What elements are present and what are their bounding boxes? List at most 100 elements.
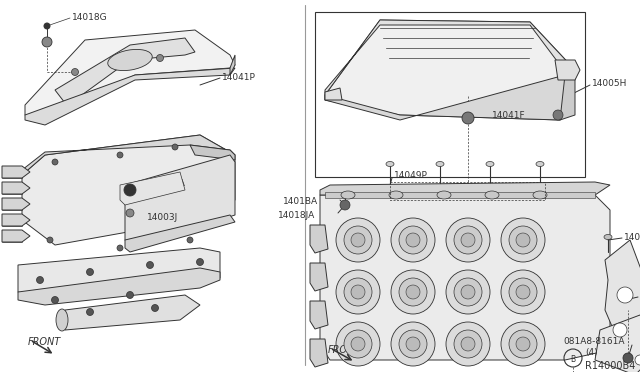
Text: 14018JA: 14018JA — [278, 211, 315, 219]
Text: 14049P: 14049P — [394, 171, 428, 180]
Circle shape — [446, 270, 490, 314]
Text: 081A8-8161A: 081A8-8161A — [563, 337, 625, 346]
Bar — [315, 12, 585, 177]
Circle shape — [147, 262, 154, 269]
Polygon shape — [325, 20, 575, 95]
Circle shape — [152, 305, 159, 311]
Circle shape — [344, 226, 372, 254]
Circle shape — [391, 218, 435, 262]
Bar — [325, 192, 595, 198]
Circle shape — [36, 276, 44, 283]
Polygon shape — [65, 295, 200, 330]
Circle shape — [42, 37, 52, 47]
Circle shape — [509, 330, 537, 358]
Text: FRONT: FRONT — [328, 345, 361, 355]
Polygon shape — [2, 166, 30, 178]
Ellipse shape — [604, 234, 612, 240]
Text: 14041FA: 14041FA — [147, 180, 186, 189]
Ellipse shape — [108, 49, 152, 71]
Circle shape — [613, 323, 627, 337]
Text: 14003J: 14003J — [147, 214, 179, 222]
Polygon shape — [310, 225, 328, 253]
Circle shape — [501, 270, 545, 314]
Text: 14018G: 14018G — [72, 13, 108, 22]
Ellipse shape — [437, 191, 451, 199]
Polygon shape — [2, 182, 30, 194]
Ellipse shape — [533, 191, 547, 199]
Circle shape — [406, 337, 420, 351]
Text: R14000B4: R14000B4 — [585, 361, 636, 371]
Polygon shape — [555, 60, 580, 80]
Text: B: B — [570, 355, 575, 363]
Circle shape — [72, 68, 79, 76]
Text: 14003R: 14003R — [624, 232, 640, 241]
Ellipse shape — [389, 191, 403, 199]
Circle shape — [461, 233, 475, 247]
Polygon shape — [310, 339, 328, 367]
Circle shape — [172, 144, 178, 150]
Circle shape — [117, 152, 123, 158]
Polygon shape — [310, 263, 328, 291]
Circle shape — [399, 226, 427, 254]
Circle shape — [52, 159, 58, 165]
Ellipse shape — [536, 161, 544, 167]
Circle shape — [51, 296, 58, 304]
Polygon shape — [325, 88, 342, 100]
Circle shape — [509, 226, 537, 254]
Polygon shape — [320, 182, 610, 195]
Circle shape — [187, 237, 193, 243]
Circle shape — [501, 322, 545, 366]
Polygon shape — [125, 155, 235, 248]
Circle shape — [117, 245, 123, 251]
Circle shape — [86, 308, 93, 315]
Circle shape — [635, 355, 640, 365]
Circle shape — [446, 322, 490, 366]
Polygon shape — [22, 135, 235, 245]
Circle shape — [44, 23, 50, 29]
Circle shape — [196, 259, 204, 266]
Polygon shape — [325, 70, 575, 120]
Polygon shape — [125, 215, 235, 252]
Text: FRONT: FRONT — [28, 337, 61, 347]
Circle shape — [454, 330, 482, 358]
Circle shape — [454, 226, 482, 254]
Ellipse shape — [485, 191, 499, 199]
Circle shape — [553, 110, 563, 120]
Circle shape — [351, 285, 365, 299]
Polygon shape — [25, 68, 235, 125]
Circle shape — [157, 55, 163, 61]
Ellipse shape — [341, 191, 355, 199]
Circle shape — [501, 218, 545, 262]
Circle shape — [516, 285, 530, 299]
Circle shape — [461, 337, 475, 351]
Circle shape — [351, 233, 365, 247]
Polygon shape — [120, 172, 185, 205]
Circle shape — [124, 184, 136, 196]
Polygon shape — [2, 198, 30, 210]
Ellipse shape — [56, 309, 68, 331]
Circle shape — [461, 285, 475, 299]
Circle shape — [344, 330, 372, 358]
Polygon shape — [605, 240, 640, 345]
Circle shape — [406, 285, 420, 299]
Circle shape — [344, 278, 372, 306]
Circle shape — [516, 233, 530, 247]
Circle shape — [516, 337, 530, 351]
Polygon shape — [595, 315, 640, 372]
Circle shape — [126, 209, 134, 217]
Circle shape — [336, 322, 380, 366]
Circle shape — [340, 200, 350, 210]
Text: 14005H: 14005H — [592, 80, 627, 89]
Polygon shape — [310, 301, 328, 329]
Polygon shape — [560, 70, 575, 120]
Polygon shape — [18, 248, 220, 300]
Text: 14041F: 14041F — [492, 110, 525, 119]
Circle shape — [399, 330, 427, 358]
Polygon shape — [55, 38, 195, 103]
Circle shape — [446, 218, 490, 262]
Circle shape — [454, 278, 482, 306]
Circle shape — [623, 353, 633, 363]
Circle shape — [509, 278, 537, 306]
Polygon shape — [2, 230, 30, 242]
Circle shape — [336, 218, 380, 262]
